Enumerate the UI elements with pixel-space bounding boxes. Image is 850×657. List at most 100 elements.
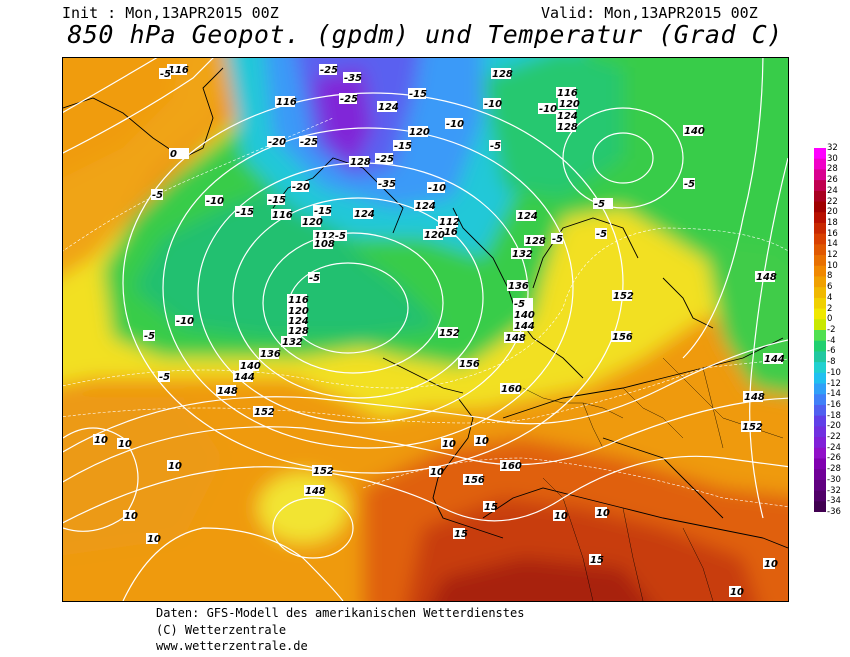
temp-label: -5 (684, 179, 695, 190)
legend-tick: -14 (827, 389, 841, 400)
geo-label: 152 (254, 407, 275, 418)
geo-label: 160 (501, 384, 522, 395)
geo-label: 144 (514, 321, 535, 332)
geo-label: 124 (354, 209, 375, 220)
geo-label: 152 (613, 291, 634, 302)
legend-tick: -4 (827, 335, 836, 346)
legend-swatch (814, 308, 826, 320)
valid-time-label: Valid: Mon,13APR2015 00Z (541, 4, 758, 22)
legend-tick: 10 (827, 260, 838, 271)
geo-label: 140 (514, 310, 535, 321)
geo-label: 124 (517, 211, 538, 222)
legend-tick: 8 (827, 271, 833, 282)
legend-swatch (814, 404, 826, 417)
isoline-labels: 116 116 128 116 120 124 128 140 124 120 … (93, 64, 785, 598)
temp-label: -10 (484, 99, 502, 110)
legend-tick: -6 (827, 346, 836, 357)
legend-tick: 22 (827, 196, 838, 207)
legend-swatch (814, 447, 826, 459)
temp-label: -10 (428, 183, 446, 194)
temp-label: 10 (430, 467, 444, 478)
legend-tick: -34 (827, 496, 841, 507)
temp-label: 10 (118, 439, 132, 450)
legend-swatch (814, 372, 826, 385)
geo-label: 144 (764, 354, 785, 365)
geo-label: 148 (505, 333, 526, 344)
weather-map: 116 116 128 116 120 124 128 140 124 120 … (62, 57, 789, 602)
legend-tick: 16 (827, 228, 838, 239)
geo-label: 148 (217, 386, 238, 397)
temp-label: -10 (446, 119, 464, 130)
temp-label: 10 (94, 435, 108, 446)
legend-swatch (814, 426, 826, 438)
geo-label: 116 (168, 65, 189, 76)
legend-tick: 20 (827, 207, 838, 218)
temp-label: -5 (309, 273, 320, 284)
geo-label: 152 (742, 422, 763, 433)
temp-label: -35 (344, 73, 362, 84)
temp-label: -25 (376, 154, 394, 165)
temp-label: 10 (168, 461, 182, 472)
legend-swatch (814, 437, 826, 449)
geo-label: 148 (305, 486, 326, 497)
geo-label: 128 (557, 122, 578, 133)
temp-label: -10 (539, 104, 557, 115)
temp-label: -5 (596, 229, 607, 240)
legend-tick: 32 (827, 143, 838, 153)
legend-tick: -36 (827, 507, 841, 517)
legend-swatch (814, 351, 826, 363)
geo-label: 116 (272, 210, 293, 221)
legend-swatch (814, 255, 826, 267)
geo-label: 132 (512, 249, 533, 260)
legend-tick: -30 (827, 474, 841, 485)
geo-label: 128 (492, 69, 513, 80)
geo-label: 112 (439, 217, 460, 228)
geo-label: 140 (240, 361, 261, 372)
legend-swatch (814, 362, 826, 374)
geo-label: 116 (276, 97, 297, 108)
temp-label: -5 (152, 190, 163, 201)
footer-copyright: (C) Wetterzentrale (156, 623, 287, 637)
geo-label: 136 (260, 349, 281, 360)
temp-label: -15 (314, 206, 332, 217)
geo-label: 120 (559, 99, 580, 110)
geo-label: 120 (302, 217, 323, 228)
geo-label: 156 (464, 475, 485, 486)
temp-label: 15 (590, 555, 604, 566)
legend-tick: -8 (827, 357, 836, 368)
legend-swatch (814, 222, 826, 235)
legend-tick: 24 (827, 185, 838, 196)
geo-label: 124 (288, 316, 309, 327)
temp-label: 10 (147, 534, 161, 545)
temp-label: -20 (268, 137, 286, 148)
legend-swatch (814, 469, 826, 481)
geo-label: 120 (288, 306, 309, 317)
geo-label: 148 (756, 272, 777, 283)
footer-website-link[interactable]: www.wetterzentrale.de (156, 639, 308, 653)
legend-swatch (814, 265, 826, 277)
legend-tick: 14 (827, 239, 838, 250)
legend-swatch (814, 287, 826, 299)
temp-label: 10 (596, 508, 610, 519)
legend-swatch (814, 501, 826, 513)
legend-colorbar (814, 148, 826, 513)
legend-tick: -12 (827, 378, 841, 389)
temp-label: 15 (484, 502, 498, 513)
geo-label: 156 (459, 359, 480, 370)
geo-label: 144 (234, 372, 255, 383)
temp-label: 10 (475, 436, 489, 447)
legend-swatch (814, 148, 826, 160)
legend-swatch (814, 383, 826, 395)
legend-swatch (814, 479, 826, 492)
temp-label: -35 (378, 179, 396, 190)
geo-label: 116 (437, 227, 458, 238)
legend-swatch (814, 394, 826, 406)
temp-label: -5 (159, 372, 170, 383)
temp-label: 10 (124, 511, 138, 522)
temp-label: -5 (514, 299, 525, 310)
legend-swatch (814, 340, 826, 352)
temp-label: -20 (292, 182, 310, 193)
temp-label: -25 (340, 94, 358, 105)
legend-swatch (814, 201, 826, 213)
legend-tick: -32 (827, 485, 841, 496)
